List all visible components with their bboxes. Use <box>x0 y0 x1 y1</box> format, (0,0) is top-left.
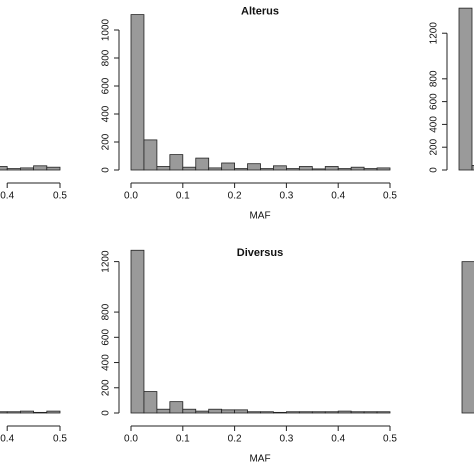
y-tick-label: 200 <box>101 133 112 150</box>
bar <box>143 139 158 171</box>
bar <box>169 401 184 414</box>
bar <box>19 167 34 171</box>
bar <box>285 168 300 171</box>
bar <box>33 411 48 414</box>
y-tick-label: 1000 <box>101 18 112 41</box>
bar <box>247 411 261 414</box>
bar <box>298 166 313 171</box>
bar <box>6 411 21 414</box>
bar <box>130 249 145 414</box>
panel-title: Alterus <box>241 6 279 18</box>
x-tick-label: 0.0 <box>124 191 138 202</box>
x-axis-label: MAF <box>249 211 270 222</box>
bar <box>260 168 274 171</box>
x-tick-label: 0.5 <box>53 434 67 445</box>
y-tick-label: 400 <box>101 105 112 122</box>
x-tick-label: 0.1 <box>176 191 190 202</box>
bar <box>143 391 158 414</box>
bar <box>311 411 326 414</box>
panel-title: Diversus <box>237 247 283 259</box>
bar <box>19 410 34 414</box>
x-tick-label: 0.1 <box>176 434 190 445</box>
bar <box>195 410 210 414</box>
bar <box>337 410 352 414</box>
bar <box>247 163 261 171</box>
bar <box>471 165 474 171</box>
y-tick-label: 1200 <box>101 250 112 273</box>
y-tick-label: 200 <box>429 138 440 155</box>
bar <box>208 408 223 414</box>
bar <box>156 166 171 171</box>
x-tick-label: 0.2 <box>228 434 242 445</box>
y-tick-label: 600 <box>101 329 112 346</box>
x-tick-label: 0.3 <box>279 191 293 202</box>
y-tick-label: 600 <box>429 93 440 110</box>
bar <box>324 411 339 414</box>
bar <box>169 154 184 171</box>
bar <box>156 408 171 414</box>
bar <box>298 411 313 414</box>
bar <box>221 162 235 171</box>
bar <box>208 167 223 171</box>
x-tick-label: 0.5 <box>53 191 67 202</box>
x-tick-label: 0.2 <box>228 191 242 202</box>
y-tick-label: 0 <box>429 167 440 173</box>
bar <box>182 166 197 171</box>
bar <box>350 411 365 414</box>
y-tick-label: 400 <box>429 116 440 133</box>
bar <box>363 411 378 414</box>
bar <box>195 157 210 171</box>
y-tick-label: 800 <box>429 70 440 87</box>
x-tick-label: 0.5 <box>383 191 397 202</box>
bar <box>461 261 474 414</box>
bar <box>273 411 287 414</box>
bar <box>260 411 274 414</box>
bar <box>311 168 326 171</box>
bar <box>324 166 339 171</box>
x-tick-label: 0.3 <box>279 434 293 445</box>
bar <box>46 166 61 171</box>
bar <box>376 167 391 171</box>
bar <box>363 168 378 171</box>
y-tick-label: 0 <box>101 167 112 173</box>
bar <box>234 168 248 171</box>
y-tick-label: 0 <box>101 410 112 416</box>
x-tick-label: 0.4 <box>331 434 345 445</box>
y-tick-label: 600 <box>101 77 112 94</box>
x-tick-label: 0.4 <box>0 191 14 202</box>
bar <box>285 411 300 414</box>
bar <box>46 410 61 414</box>
x-tick-label: 0.5 <box>383 434 397 445</box>
bar <box>350 166 365 171</box>
bar <box>234 409 248 414</box>
y-tick-label: 1200 <box>429 22 440 45</box>
bar <box>33 165 48 171</box>
x-tick-label: 0.4 <box>331 191 345 202</box>
y-tick-label: 400 <box>101 354 112 371</box>
bar <box>182 408 197 414</box>
bar <box>221 409 235 414</box>
bar <box>6 168 21 171</box>
bar <box>130 14 145 171</box>
x-tick-label: 0.4 <box>0 434 14 445</box>
y-tick-label: 800 <box>101 49 112 66</box>
bar <box>273 165 287 171</box>
bar <box>337 168 352 171</box>
bar <box>458 7 473 171</box>
bar <box>0 166 8 171</box>
y-tick-label: 800 <box>101 303 112 320</box>
x-axis-label: MAF <box>249 454 270 465</box>
bar <box>376 411 391 414</box>
y-tick-label: 200 <box>101 379 112 396</box>
x-tick-label: 0.0 <box>124 434 138 445</box>
bar <box>0 411 8 414</box>
